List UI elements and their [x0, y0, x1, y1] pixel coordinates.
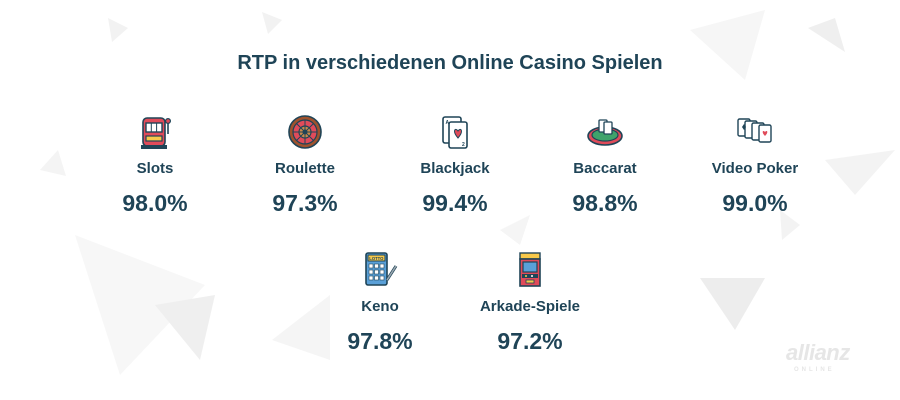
game-rtp: 97.3%	[272, 190, 338, 216]
game-baccarat: Baccarat 98.8%	[530, 112, 680, 217]
playing-cards-icon: A 2	[442, 116, 468, 149]
game-name: Blackjack	[420, 160, 490, 177]
game-rtp: 99.4%	[422, 190, 488, 216]
game-name: Keno	[361, 298, 399, 315]
brand-logo: allianz ONLINE	[786, 340, 876, 380]
game-keno: LOTTO Keno 97.8%	[305, 250, 455, 355]
game-arcade: Arkade-Spiele 97.2%	[455, 250, 605, 355]
game-name: Baccarat	[573, 160, 637, 177]
game-name: Roulette	[275, 160, 335, 177]
game-rtp: 97.2%	[497, 328, 563, 354]
svg-text:LOTTO: LOTTO	[369, 256, 384, 261]
game-rtp: 98.8%	[572, 190, 638, 216]
logo-subtext: ONLINE	[794, 367, 835, 373]
game-slots: Slots 98.0%	[80, 112, 230, 217]
game-rtp: 99.0%	[722, 190, 788, 216]
card-table-icon	[587, 119, 623, 146]
logo-text: allianz	[786, 340, 850, 365]
lotto-ticket-icon: LOTTO	[365, 252, 398, 286]
game-rtp: 98.0%	[122, 190, 188, 216]
poker-cards-icon	[737, 118, 772, 143]
game-rtp: 97.8%	[347, 328, 413, 354]
slot-machine-icon	[141, 117, 172, 149]
svg-text:2: 2	[462, 142, 465, 148]
game-roulette: Roulette 97.3%	[230, 112, 380, 217]
page-title: RTP in verschiedenen Online Casino Spiel…	[237, 52, 663, 74]
game-name: Arkade-Spiele	[479, 298, 581, 315]
game-name: Slots	[136, 160, 174, 177]
game-blackjack: A 2 Blackjack 99.4%	[380, 112, 530, 217]
game-name: Video Poker	[711, 160, 799, 177]
game-video-poker: Video Poker 99.0%	[680, 112, 830, 217]
arcade-machine-icon	[519, 252, 541, 287]
svg-text:A: A	[446, 120, 450, 126]
roulette-wheel-icon	[288, 115, 322, 149]
